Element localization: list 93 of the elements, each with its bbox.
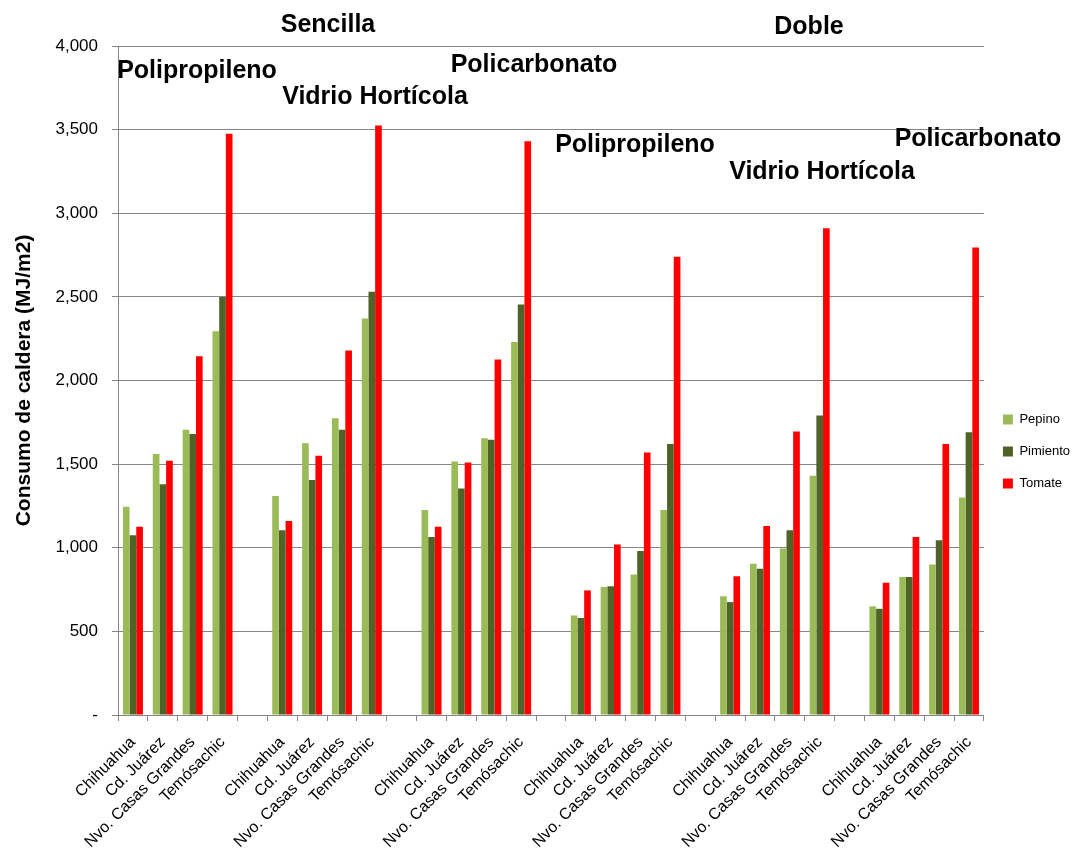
annotation: Policarbonato [894, 122, 1062, 151]
bar [823, 228, 830, 715]
bar [720, 596, 727, 715]
y-tick-label: 1,500 [55, 453, 98, 473]
bar [494, 359, 502, 715]
annotation: Policarbonato [450, 48, 618, 77]
bar [517, 304, 525, 715]
bar [637, 551, 644, 715]
bar [816, 415, 824, 715]
bar [225, 133, 233, 715]
y-tick-label: 1,000 [55, 537, 98, 557]
annotation: Polipropileno [117, 54, 277, 83]
bar [434, 526, 442, 715]
bar [584, 590, 591, 715]
bar [600, 587, 608, 715]
annotation: Polipropileno [555, 128, 715, 157]
bar [899, 577, 906, 715]
legend-label: Pepino [1019, 411, 1060, 427]
y-tick-label: 4,000 [55, 35, 98, 55]
annotation: Vidrio Hortícola [282, 80, 469, 109]
bar [285, 520, 293, 715]
y-axis-title: Consumo de caldera (MJ/m2) [11, 234, 35, 527]
bar [361, 318, 369, 715]
bar [166, 460, 173, 715]
bar [942, 444, 950, 715]
bar [272, 495, 279, 715]
annotation: Vidrio Hortícola [729, 155, 916, 184]
bar [570, 615, 578, 715]
bar [511, 342, 518, 715]
bar [195, 356, 203, 715]
bar [733, 576, 741, 715]
bar [152, 454, 160, 715]
legend-label: Tomate [1019, 475, 1063, 491]
bar [809, 475, 817, 715]
bar [614, 544, 621, 715]
text: Doble [774, 10, 844, 39]
bar [428, 536, 435, 715]
bar [219, 296, 226, 715]
bar [673, 256, 681, 715]
y-tick-label: 3,500 [55, 119, 98, 139]
bar [869, 606, 877, 715]
bar [464, 462, 472, 715]
bar [630, 574, 638, 715]
bar [882, 582, 890, 715]
bar [487, 439, 495, 715]
y-tick-label: 3,000 [55, 202, 98, 222]
bar [965, 432, 973, 715]
y-tick-label: 500 [69, 621, 98, 641]
bar [159, 484, 167, 715]
bar [667, 444, 674, 715]
bar [368, 291, 376, 715]
legend-label: Pimiento [1019, 443, 1070, 459]
bar [302, 443, 309, 715]
bar [129, 535, 137, 715]
bar [331, 418, 339, 715]
bar [375, 125, 382, 715]
bar [726, 602, 734, 715]
bar [338, 429, 346, 715]
bar [189, 434, 196, 715]
bar [876, 608, 883, 715]
bar [929, 564, 936, 715]
bar [136, 526, 143, 715]
bar [308, 480, 316, 715]
bar [212, 331, 220, 715]
bar [607, 586, 615, 715]
bar [958, 497, 966, 715]
bar [451, 461, 459, 715]
bar [793, 431, 800, 715]
bar [577, 618, 585, 715]
bar [524, 141, 532, 715]
bar [278, 530, 286, 715]
bar [756, 568, 764, 715]
bar [421, 510, 429, 715]
text: Sencilla [280, 8, 377, 37]
bar [763, 526, 770, 715]
bar [481, 438, 488, 715]
bar [912, 536, 920, 715]
bar [122, 506, 130, 715]
bar [660, 510, 668, 715]
y-tick-label: 2,500 [55, 286, 98, 306]
bar [905, 577, 913, 715]
bar [935, 540, 943, 715]
bar [182, 429, 190, 715]
bar [786, 530, 794, 715]
bar [972, 247, 979, 715]
bar [643, 452, 651, 715]
y-tick-label: - [92, 704, 98, 724]
y-tick-label: 2,000 [55, 370, 98, 390]
bar [345, 350, 352, 715]
bar [315, 455, 323, 715]
bar [749, 563, 757, 715]
bar [779, 548, 787, 715]
bar [458, 488, 465, 715]
